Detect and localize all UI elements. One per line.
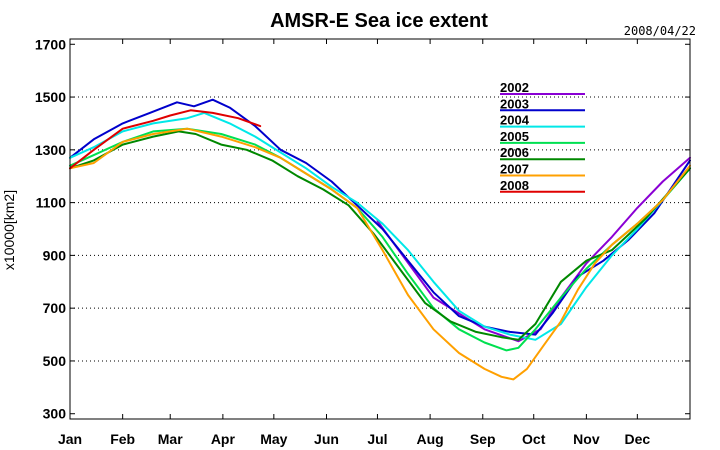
y-tick-label: 1100 — [36, 195, 67, 211]
x-tick-label: May — [260, 431, 287, 447]
legend-label: 2006 — [500, 145, 529, 160]
x-tick-label: Jan — [58, 431, 82, 447]
y-tick-label: 1500 — [35, 89, 66, 105]
legend-label: 2008 — [500, 178, 529, 193]
y-tick-label: 700 — [43, 300, 67, 316]
x-tick-label: Apr — [211, 431, 236, 447]
x-tick-label: Mar — [158, 431, 183, 447]
y-tick-label: 1300 — [35, 142, 66, 158]
series-line-2004 — [69, 111, 691, 341]
legend-label: 2004 — [500, 113, 530, 128]
y-tick-label: 500 — [43, 353, 67, 369]
x-tick-label: Oct — [522, 431, 546, 447]
chart-date: 2008/04/22 — [624, 24, 696, 38]
series-line-2005 — [69, 127, 691, 352]
legend-label: 2002 — [500, 80, 529, 95]
legend-label: 2005 — [500, 129, 529, 144]
y-tick-label: 900 — [43, 247, 67, 263]
grid — [70, 96, 690, 362]
series-line-2007 — [69, 127, 691, 381]
x-tick-label: Dec — [624, 431, 650, 447]
x-tick-label: Sep — [470, 431, 496, 447]
legend-label: 2007 — [500, 162, 529, 177]
x-tick-label: Aug — [417, 431, 444, 447]
y-tick-label: 300 — [43, 406, 67, 422]
y-tick-label: 1700 — [35, 36, 66, 52]
plot-area-frame — [69, 38, 691, 420]
chart-title: AMSR-E Sea ice extent — [270, 10, 488, 32]
x-tick-label: Feb — [110, 431, 135, 447]
series-line-2002 — [376, 156, 691, 343]
axis-ticks: 300 500 700 900 1100 1300 1500 1700 Jan Feb Mar Apr… — [35, 36, 690, 447]
x-tick-label: Jul — [367, 431, 387, 447]
x-tick-label: Nov — [573, 431, 600, 447]
x-tick-label: Jun — [314, 431, 339, 447]
y-axis-label: x10000[km2] — [1, 190, 17, 270]
series-lines — [69, 98, 691, 381]
legend-label: 2003 — [500, 96, 529, 111]
series-line-2008 — [69, 109, 262, 170]
